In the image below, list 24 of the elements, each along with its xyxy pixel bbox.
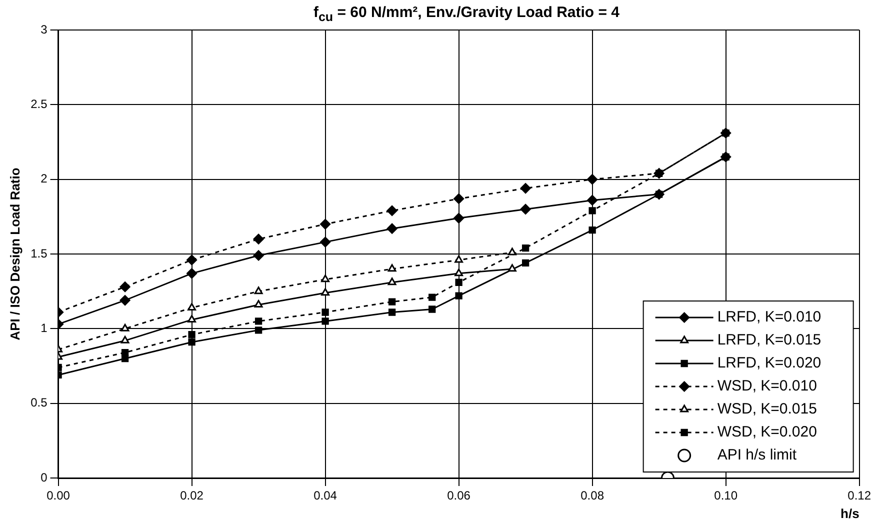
chart-title: f$_{cu}$ = 60 N/mm², Env./Gravity Load Ratio = 4 (312, 4, 621, 24)
legend-label: WSD, K=0.020 (717, 424, 817, 441)
legend-label: WSD, K=0.015 (717, 400, 817, 418)
legend-label: WSD, K=0.010 (717, 378, 817, 395)
x-tick-label: 0.02 (180, 488, 204, 503)
legend-label: LRFD, K=0.015 (717, 332, 822, 349)
y-tick-label: 0 (40, 470, 48, 484)
x-tick-label: 0.08 (580, 488, 604, 503)
legend-label: API h/s limit (717, 446, 798, 464)
y-tick-label: 1 (40, 320, 48, 335)
x-tick-label: 0.12 (848, 488, 872, 503)
x-axis-title: h/s (840, 506, 860, 521)
x-tick-label: 0.04 (314, 488, 338, 503)
y-axis-title: API / ISO Design Load Ratio (7, 168, 22, 340)
x-tick-label: 0.00 (46, 488, 70, 503)
x-tick-label: 0.06 (447, 488, 471, 503)
legend-label: LRFD, K=0.010 (717, 308, 822, 326)
x-tick-label: 0.10 (714, 488, 738, 503)
y-tick-label: 0.5 (30, 396, 48, 410)
y-tick-label: 1.5 (30, 246, 48, 260)
y-tick-label: 2.5 (30, 96, 48, 111)
y-tick-label: 3 (40, 22, 48, 36)
y-tick-label: 2 (40, 172, 48, 186)
legend-label: LRFD, K=0.020 (717, 354, 822, 372)
